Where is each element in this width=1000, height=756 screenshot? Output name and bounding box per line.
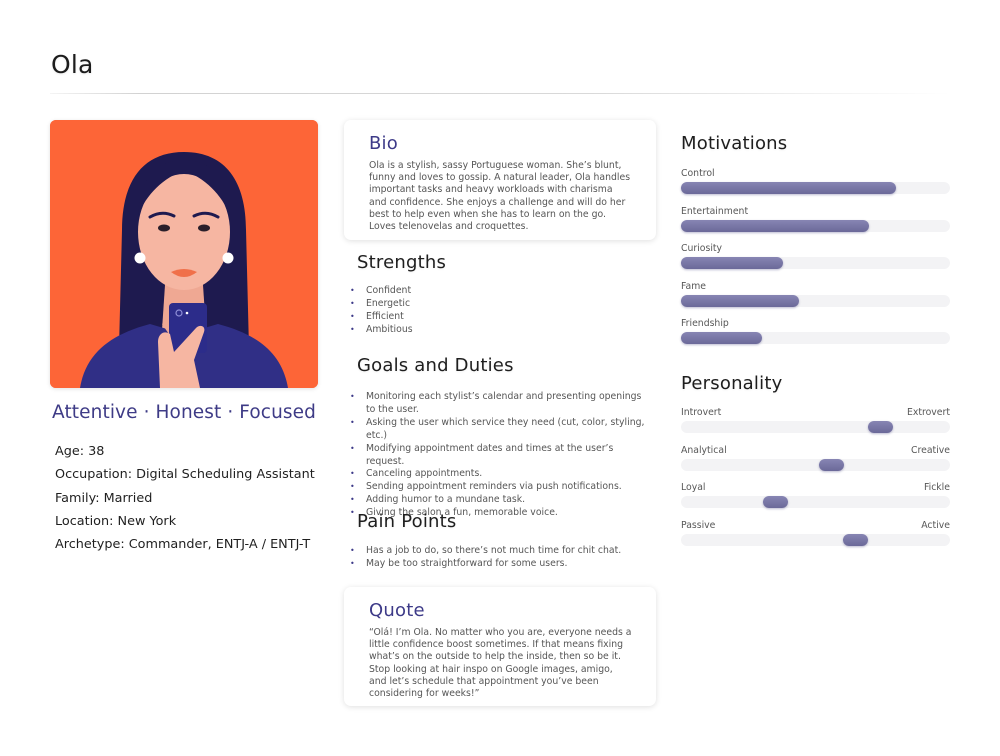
personality-introvert-extrovert: Introvert Extrovert (681, 407, 950, 433)
goal-item: Modifying appointment dates and times at… (350, 443, 650, 469)
personality-knob (762, 496, 788, 508)
quote-text: “Olá! I’m Ola. No matter who you are, ev… (369, 627, 632, 700)
motivation-friendship: Friendship (681, 318, 950, 344)
personality-left-label: Introvert (681, 407, 722, 418)
motivation-curiosity: Curiosity (681, 243, 950, 269)
personality-right-label: Fickle (923, 482, 950, 493)
persona-traits: Attentive · Honest · Focused (52, 402, 316, 423)
motivation-track (681, 295, 950, 307)
motivation-fame: Fame (681, 281, 950, 307)
fact-location: Location: New York (55, 513, 177, 529)
goal-item: Canceling appointments. (350, 468, 650, 481)
bio-text: Ola is a stylish, sassy Portuguese woman… (369, 160, 631, 233)
personality-analytical-creative: Analytical Creative (681, 445, 950, 471)
goal-item: Giving the salon a fun, memorable voice. (350, 507, 650, 520)
persona-portrait (50, 120, 318, 388)
goal-item: Monitoring each stylist’s calendar and p… (350, 391, 650, 417)
goals-list: Monitoring each stylist’s calendar and p… (350, 391, 650, 520)
woman-illustration-icon (50, 120, 318, 388)
pain-points-title: Pain Points (357, 511, 457, 532)
strengths-title: Strengths (357, 252, 447, 273)
motivation-label: Control (681, 168, 715, 179)
header-divider (50, 93, 950, 94)
personality-title: Personality (681, 373, 783, 394)
personality-right-label: Creative (911, 445, 950, 456)
strengths-list: Confident Energetic Efficient Ambitious (350, 285, 650, 337)
personality-track (681, 421, 950, 433)
pain-points-list: Has a job to do, so there’s not much tim… (350, 545, 650, 571)
personality-left-label: Loyal (681, 482, 706, 493)
personality-knob (867, 421, 893, 433)
strength-item: Energetic (350, 298, 650, 311)
page-title: Ola (51, 50, 94, 79)
fact-family: Family: Married (55, 490, 153, 506)
motivation-fill (681, 220, 870, 232)
personality-track (681, 459, 950, 471)
goals-title: Goals and Duties (357, 355, 514, 376)
motivation-label: Friendship (681, 318, 729, 329)
personality-loyal-fickle: Loyal Fickle (681, 482, 950, 508)
persona-facts: Age: 38 Occupation: Digital Scheduling A… (55, 444, 315, 560)
fact-occupation: Occupation: Digital Scheduling Assistant (55, 467, 315, 483)
motivation-fill (681, 332, 762, 344)
strength-item: Efficient (350, 311, 650, 324)
bio-card: Bio Ola is a stylish, sassy Portuguese w… (344, 120, 656, 240)
pain-point-item: Has a job to do, so there’s not much tim… (350, 545, 650, 558)
personality-left-label: Passive (681, 520, 716, 531)
motivations-title: Motivations (681, 133, 788, 154)
bio-title: Bio (369, 133, 398, 154)
motivation-track (681, 182, 950, 194)
personality-left-label: Analytical (681, 445, 727, 456)
motivation-track (681, 257, 950, 269)
personality-passive-active: Passive Active (681, 520, 950, 546)
motivation-track (681, 332, 950, 344)
motivation-track (681, 220, 950, 232)
motivation-entertainment: Entertainment (681, 206, 950, 232)
strength-item: Confident (350, 285, 650, 298)
motivation-fill (681, 182, 897, 194)
personality-track (681, 496, 950, 508)
strength-item: Ambitious (350, 324, 650, 337)
quote-title: Quote (369, 600, 425, 621)
personality-knob (819, 459, 845, 471)
goal-item: Adding humor to a mundane task. (350, 494, 650, 507)
motivation-fill (681, 295, 800, 307)
goal-item: Sending appointment reminders via push n… (350, 481, 650, 494)
motivation-control: Control (681, 168, 950, 194)
motivation-label: Entertainment (681, 206, 749, 217)
pain-point-item: May be too straightforward for some user… (350, 558, 650, 571)
goal-item: Asking the user which service they need … (350, 417, 650, 443)
personality-knob (843, 534, 869, 546)
quote-card: Quote “Olá! I’m Ola. No matter who you a… (344, 587, 656, 706)
motivation-label: Curiosity (681, 243, 723, 254)
motivation-fill (681, 257, 784, 269)
fact-age: Age: 38 (55, 444, 105, 459)
fact-archetype: Archetype: Commander, ENTJ-A / ENTJ-T (55, 537, 311, 553)
personality-right-label: Extrovert (906, 407, 950, 418)
personality-track (681, 534, 950, 546)
motivation-label: Fame (681, 281, 706, 292)
personality-right-label: Active (921, 520, 950, 531)
